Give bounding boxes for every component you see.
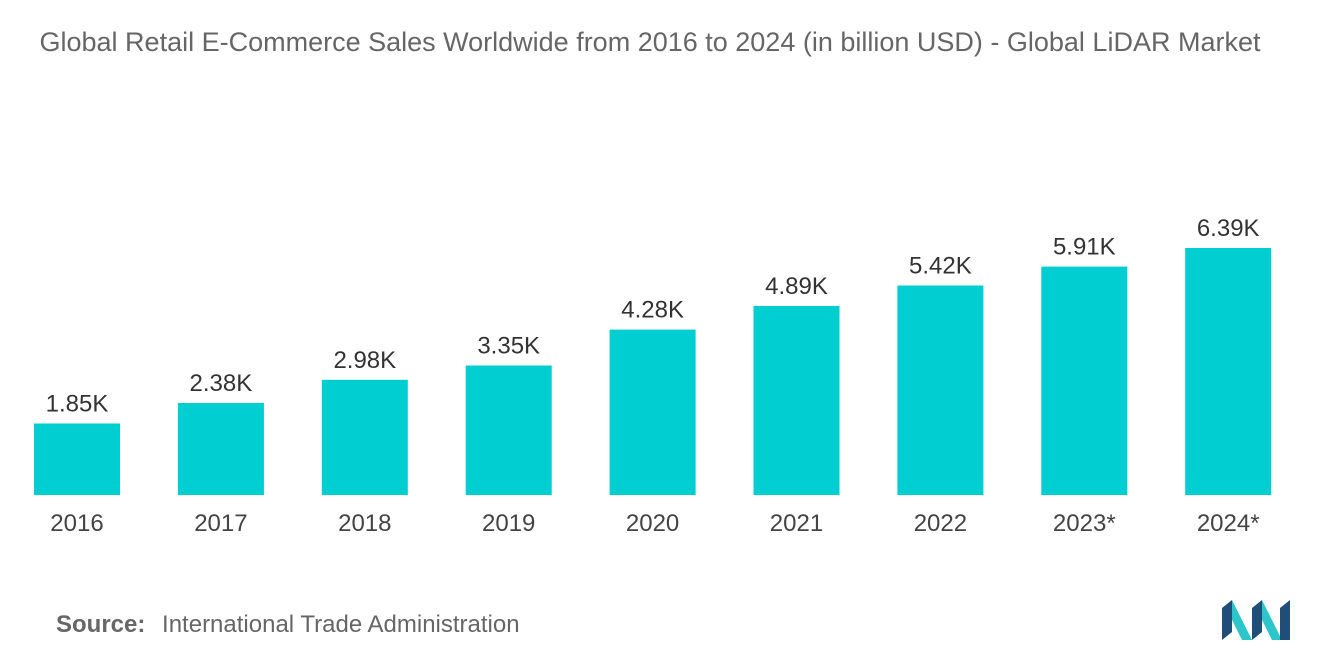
data-label-2016: 1.85K [46,391,109,418]
logo-shape-left [1222,600,1232,640]
data-label-2021: 4.89K [765,273,828,300]
bar-2018 [321,379,408,495]
data-label-2024*: 6.39K [1197,215,1260,242]
logo-shape-mid-1 [1232,600,1252,640]
x-tick-label-2020: 2020 [626,510,679,537]
x-tick-label-2018: 2018 [338,510,391,537]
data-label-2017: 2.38K [190,370,253,397]
data-label-2020: 4.28K [621,297,684,324]
data-label-2019: 3.35K [477,333,540,360]
bar-2024* [1185,248,1272,495]
x-tick-label-2024*: 2024* [1197,510,1260,537]
data-label-2023*: 5.91K [1053,234,1116,261]
x-tick-label-2017: 2017 [194,510,247,537]
source-text: International Trade Administration [162,611,520,638]
x-tick-label-2022: 2022 [914,510,967,537]
x-tick-label-2021: 2021 [770,510,823,537]
bar-2023* [1041,266,1128,495]
bar-chart: 1.85K 2016 2.38K 2017 2.98K 2018 3.35K 2019 4.28… [34,215,1272,537]
logo-shape-mid-2 [1252,600,1262,640]
data-label-2018: 2.98K [333,347,396,374]
source-note: Source: International Trade Administrati… [56,611,520,639]
source-label: Source: [56,611,146,638]
bar-2019 [465,365,552,495]
bar-2021 [753,306,840,495]
bar-2016 [34,423,120,495]
chart-title: Global Retail E-Commerce Sales Worldwide… [39,27,1261,57]
x-tick-label-2023*: 2023* [1053,510,1116,537]
bar-2017 [177,403,264,495]
bar-2022 [897,285,984,495]
logo-shape-right [1280,600,1290,640]
x-tick-label-2019: 2019 [482,510,535,537]
mordor-intelligence-logo-icon [1222,600,1290,640]
data-label-2022: 5.42K [909,253,972,280]
logo-shape-mid-3 [1262,600,1282,640]
bar-2020 [609,329,696,495]
x-tick-label-2016: 2016 [50,510,103,537]
